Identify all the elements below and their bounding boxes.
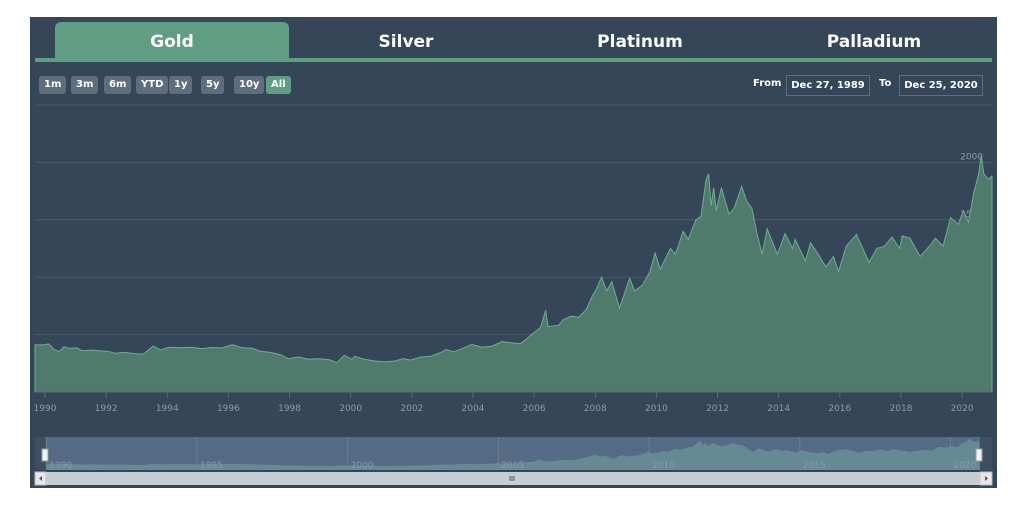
x-axis-label: 2008 (584, 404, 607, 414)
tab-silver[interactable]: Silver (378, 32, 434, 52)
navigator-axis-label: 2010 (652, 461, 675, 471)
navigator-left-handle[interactable] (41, 448, 49, 462)
x-axis-label: 1998 (278, 404, 301, 414)
navigator-series (46, 438, 980, 470)
navigator-right-handle[interactable] (975, 448, 983, 462)
range-ytd-button[interactable]: YTD (136, 76, 169, 94)
y-axis-label: 2000 (960, 152, 983, 162)
x-axis-label: 1996 (217, 404, 240, 414)
price-area (34, 155, 993, 393)
x-axis-label: 2014 (767, 404, 790, 414)
tab-palladium[interactable]: Palladium (826, 32, 922, 52)
x-axis-label: 2000 (339, 404, 362, 414)
navigator-axis-label: 1990 (49, 461, 72, 471)
to-label: To (879, 78, 892, 89)
scrollbar-thumb[interactable] (47, 472, 979, 485)
range-all-button[interactable]: All (266, 76, 291, 94)
navigator-axis-label: 2015 (803, 461, 826, 471)
x-axis-label: 2010 (645, 404, 668, 414)
x-axis-label: 1990 (34, 404, 57, 414)
to-date-input[interactable]: Dec 25, 2020 (899, 75, 983, 96)
x-axis-label: 2002 (400, 404, 423, 414)
navigator-axis-label: 2005 (501, 461, 524, 471)
navigator-axis-label: 2000 (351, 461, 374, 471)
range-5y-button[interactable]: 5y (201, 76, 225, 94)
range-1m-button[interactable]: 1m (39, 76, 67, 94)
tab-platinum[interactable]: Platinum (597, 32, 683, 52)
price-chart-panel: Gold Silver Platinum Palladium 1m 3m 6m … (30, 17, 997, 488)
range-3m-button[interactable]: 3m (71, 76, 99, 94)
tab-gold[interactable]: Gold (55, 22, 289, 60)
x-axis-label: 2020 (951, 404, 974, 414)
x-axis-label: 2012 (706, 404, 729, 414)
x-axis-label: 2004 (462, 404, 485, 414)
from-label: From (753, 78, 782, 89)
range-6m-button[interactable]: 6m (104, 76, 132, 94)
range-1y-button[interactable]: 1y (169, 76, 193, 94)
x-axis-label: 2016 (828, 404, 851, 414)
from-date-input[interactable]: Dec 27, 1989 (786, 75, 870, 96)
x-axis-label: 2006 (523, 404, 546, 414)
tab-underline (35, 58, 992, 62)
arrow-left-icon (39, 476, 42, 481)
navigator-axis-label: 2020 (953, 461, 976, 471)
x-axis-label: 1994 (156, 404, 179, 414)
navigator-axis-label: 1995 (200, 461, 223, 471)
x-axis-label: 1992 (95, 404, 118, 414)
range-10y-button[interactable]: 10y (234, 76, 265, 94)
arrow-right-icon (985, 476, 988, 481)
x-axis-label: 2018 (890, 404, 913, 414)
